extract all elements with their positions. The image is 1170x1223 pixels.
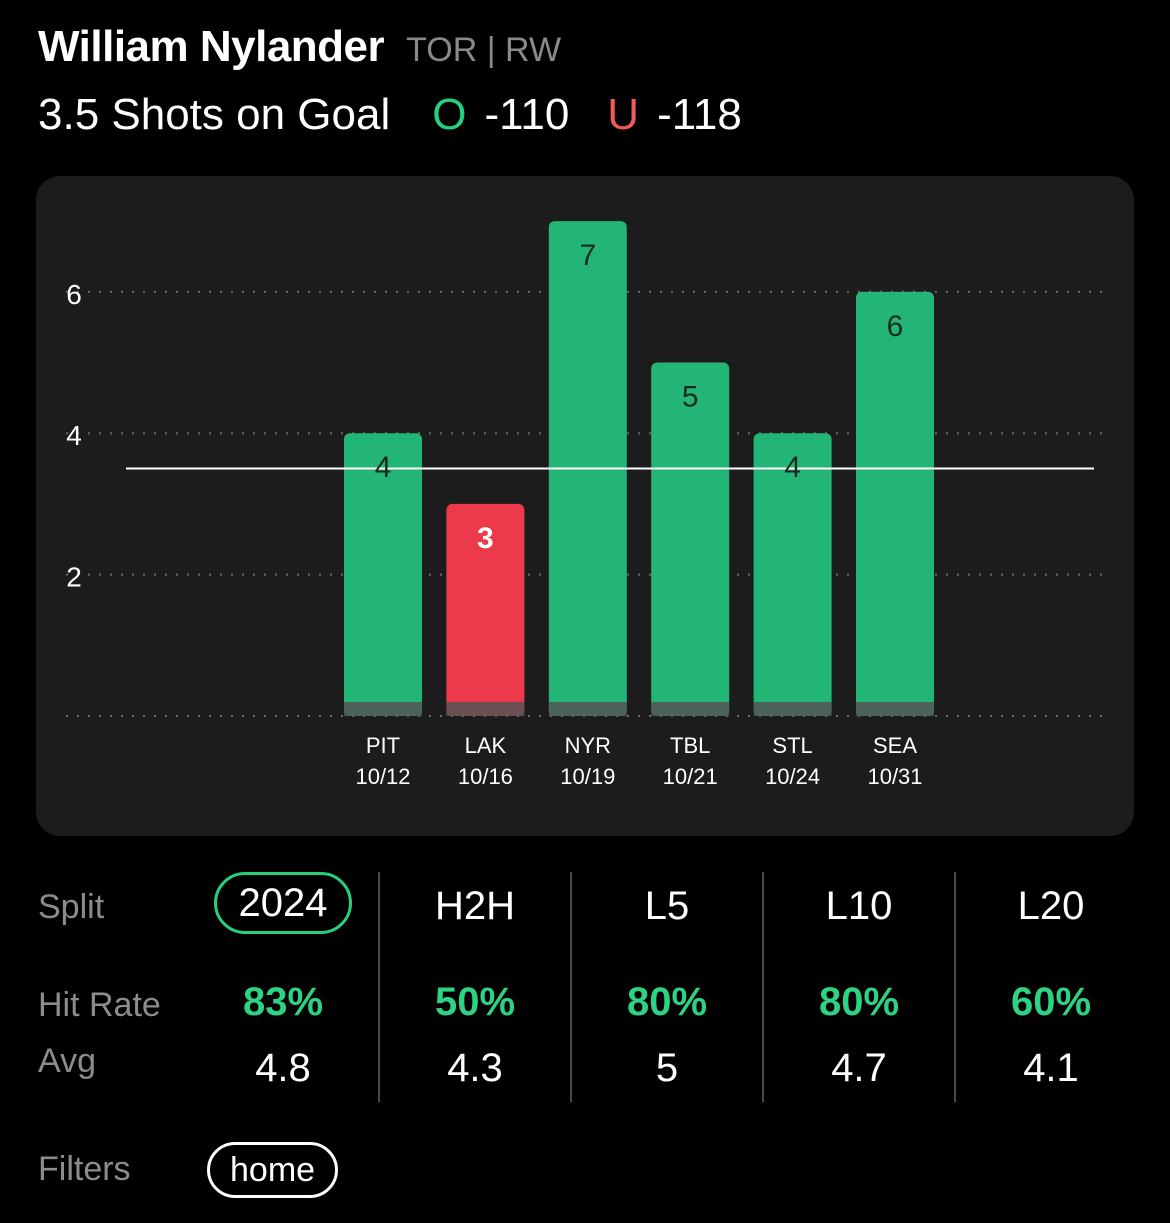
bar-base <box>651 702 730 716</box>
column-divider <box>378 872 380 1102</box>
split-tab-l5[interactable]: L5 <box>572 884 762 929</box>
over-odds-button[interactable]: O -110 <box>432 90 569 140</box>
bar-value-label: 7 <box>579 239 596 272</box>
avg-value: 4.1 <box>1023 1046 1079 1090</box>
split-stats: Split Hit Rate Avg 2024 83% 4.8 H2H 50% … <box>0 860 1170 1120</box>
bar-base <box>856 702 934 716</box>
split-tab-l20[interactable]: L20 <box>956 884 1146 929</box>
split-label: Split <box>38 888 105 926</box>
x-tick-team: STL <box>772 733 812 758</box>
x-tick-date: 10/19 <box>560 764 615 789</box>
x-tick-date: 10/21 <box>663 764 718 789</box>
split-tab-label: L5 <box>644 884 690 928</box>
hit-rate-value: 80% <box>626 980 708 1024</box>
x-tick-date: 10/31 <box>867 764 922 789</box>
column-divider <box>570 872 572 1102</box>
under-odds-value: -118 <box>657 90 742 139</box>
avg-value: 5 <box>655 1046 679 1090</box>
bar-value-label: 6 <box>887 310 904 343</box>
over-odds-value: -110 <box>484 90 570 139</box>
hit-rate-value: 83% <box>242 980 324 1024</box>
bar <box>651 362 730 716</box>
column-divider <box>762 872 764 1102</box>
bar-value-label: 4 <box>784 451 801 484</box>
player-name: William Nylander <box>38 22 385 71</box>
bar <box>856 291 934 716</box>
y-tick-label: 2 <box>66 562 82 593</box>
column-divider <box>954 872 956 1102</box>
x-tick-team: SEA <box>873 733 917 758</box>
prop-header: William Nylander TOR | RW 3.5 Shots on G… <box>38 22 780 140</box>
avg-label: Avg <box>38 1042 96 1080</box>
split-tab-label: H2H <box>434 884 516 928</box>
split-tab-2024[interactable]: 2024 <box>188 872 378 934</box>
under-odds-button[interactable]: U -118 <box>607 90 742 140</box>
game-log-chart: 2 4 6 PIT 10/12 LAK 10/16 NYR 10/19 TBL 10/21 STL 10… <box>36 176 1134 836</box>
split-tab-label: L10 <box>825 884 893 928</box>
split-tab-label: 2024 <box>213 872 353 934</box>
bar <box>344 433 422 716</box>
x-tick-team: PIT <box>366 733 400 758</box>
bar-base <box>344 702 422 716</box>
split-tab-h2h[interactable]: H2H <box>380 884 570 929</box>
prop-row: 3.5 Shots on Goal O -110 U -118 <box>38 90 780 140</box>
bar-base <box>548 702 627 716</box>
y-tick-label: 4 <box>66 420 82 451</box>
bar-value-label: 3 <box>477 522 494 555</box>
split-tab-l10[interactable]: L10 <box>764 884 954 929</box>
player-row: William Nylander TOR | RW <box>38 22 780 72</box>
team-position: TOR | RW <box>406 31 562 69</box>
bar-value-label: 4 <box>375 451 392 484</box>
x-tick-date: 10/12 <box>355 764 410 789</box>
bar-base <box>753 702 832 716</box>
bar <box>753 433 832 716</box>
bar-base <box>446 702 525 716</box>
x-tick-team: NYR <box>565 733 611 758</box>
x-tick-date: 10/16 <box>458 764 513 789</box>
avg-value: 4.3 <box>447 1046 503 1090</box>
x-tick-date: 10/24 <box>765 764 820 789</box>
bar-value-label: 5 <box>682 381 699 414</box>
hit-rate-label: Hit Rate <box>38 986 161 1024</box>
filters-label: Filters <box>38 1150 131 1188</box>
over-icon: O <box>432 90 467 139</box>
split-tab-label: L20 <box>1017 884 1085 928</box>
x-tick-team: LAK <box>465 733 507 758</box>
avg-value: 4.7 <box>831 1046 887 1090</box>
avg-value: 4.8 <box>255 1046 311 1090</box>
bar <box>446 503 525 716</box>
x-tick-team: TBL <box>670 733 710 758</box>
chart-svg: 2 4 6 PIT 10/12 LAK 10/16 NYR 10/19 TBL 10/21 STL 10… <box>66 221 1104 789</box>
filter-chip-home[interactable]: home <box>207 1142 339 1198</box>
hit-rate-value: 80% <box>818 980 900 1024</box>
hit-rate-value: 60% <box>1010 980 1092 1024</box>
hit-rate-value: 50% <box>434 980 516 1024</box>
under-icon: U <box>607 90 640 139</box>
y-tick-label: 6 <box>66 279 82 310</box>
prop-label: 3.5 Shots on Goal <box>38 90 391 139</box>
